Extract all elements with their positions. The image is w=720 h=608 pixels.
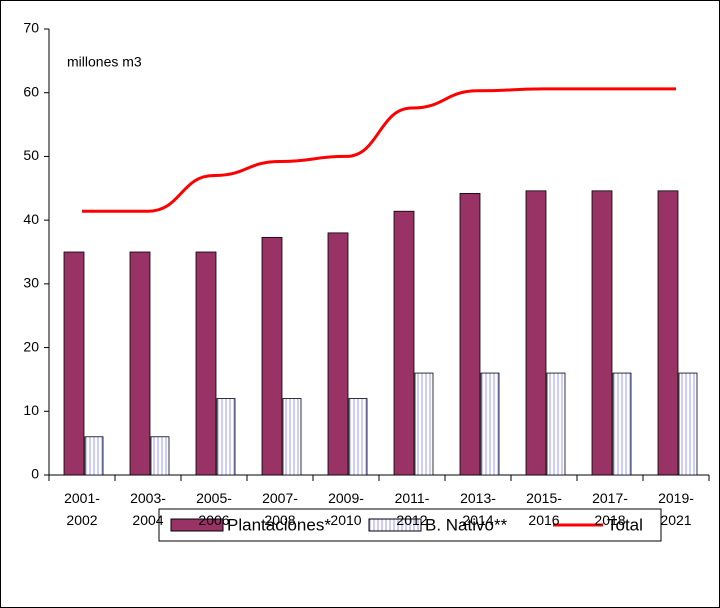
- x-tick-label: 2005- 2006: [196, 490, 232, 528]
- bar: [678, 372, 698, 476]
- bar: [150, 436, 170, 476]
- x-tick-label: 2003- 2004: [130, 490, 166, 528]
- line: [82, 87, 676, 213]
- legend-swatch: [170, 518, 224, 532]
- y-tick-label: 20: [23, 338, 39, 354]
- legend-label: B. Nativo**: [425, 515, 508, 534]
- bar: [612, 372, 632, 476]
- x-tick-label: 2015- 2016: [526, 490, 562, 528]
- bar: [63, 251, 85, 476]
- bar: [459, 192, 481, 476]
- bar: [480, 372, 500, 476]
- y-tick-label: 30: [23, 275, 39, 291]
- bar: [393, 210, 415, 476]
- legend-label: Plantaciones*: [227, 515, 331, 534]
- bar: [546, 372, 566, 476]
- x-tick-label: 2011- 2012: [394, 490, 430, 528]
- bar: [348, 398, 368, 476]
- x-tick-label: 2009- 2010: [328, 490, 364, 528]
- bar: [84, 436, 104, 476]
- bar: [414, 372, 434, 476]
- y-tick-label: 40: [23, 211, 39, 227]
- x-tick-label: 2017- 2018: [592, 490, 628, 528]
- legend-swatch: [368, 518, 422, 532]
- bar: [216, 398, 236, 476]
- x-tick-label: 2007- 2008: [262, 490, 298, 528]
- y-tick-label: 70: [23, 20, 39, 36]
- legend-label: Total: [607, 515, 643, 534]
- x-tick-label: 2001- 2002: [64, 490, 100, 528]
- y-tick-label: 10: [23, 402, 39, 418]
- bar: [591, 190, 613, 476]
- bar: [195, 251, 217, 476]
- annotation: millones m3: [67, 54, 142, 70]
- x-tick-label: 2013- 2014: [460, 490, 496, 528]
- y-tick-label: 0: [31, 466, 39, 482]
- bar: [282, 398, 302, 476]
- bar: [261, 236, 283, 476]
- y-tick-label: 50: [23, 147, 39, 163]
- bar: [327, 232, 349, 476]
- y-tick-label: 60: [23, 83, 39, 99]
- bar: [129, 251, 151, 476]
- bar: [525, 190, 547, 476]
- bar: [657, 190, 679, 476]
- x-tick-label: 2019- 2021: [658, 490, 694, 528]
